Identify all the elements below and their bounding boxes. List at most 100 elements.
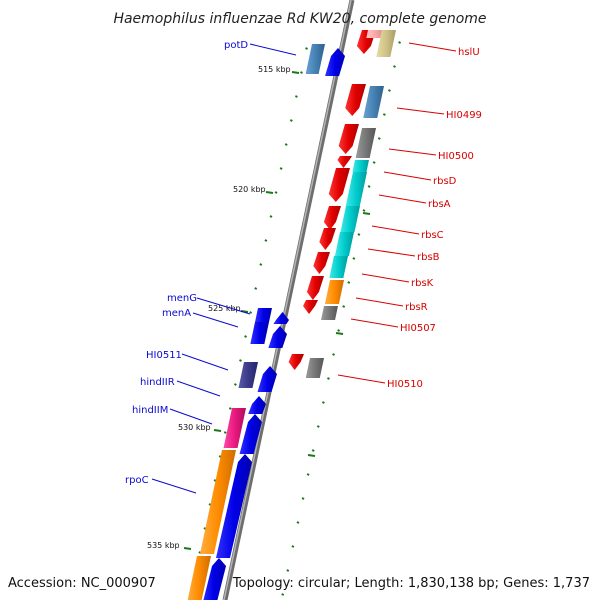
gene-label-rbsR[interactable]: rbsR [405, 302, 428, 313]
tick-mark [269, 215, 273, 218]
gene-rpoB-orange [187, 556, 211, 600]
gene-potD-steel [305, 44, 325, 74]
gene-HI0510 [288, 354, 304, 370]
tick-mark [264, 239, 268, 242]
tick-mark [279, 167, 283, 170]
leader-line [371, 225, 420, 235]
gene-label-menA[interactable]: menA [162, 308, 191, 319]
gene-label-HI0500[interactable]: HI0500 [438, 151, 474, 162]
kbp-label: 530 kbp [178, 423, 211, 432]
tick-mark [357, 233, 361, 236]
gene-HI0511 [238, 362, 258, 388]
tick-mark [332, 353, 335, 356]
gene-label-potD[interactable]: potD [224, 40, 248, 51]
gene-label-HI0510[interactable]: HI0510 [387, 379, 423, 390]
kbp-label: 535 kbp [147, 541, 180, 550]
gene-rpoB [203, 558, 226, 600]
tick-mark [372, 161, 376, 164]
gene-label-rbsA[interactable]: rbsA [428, 199, 451, 210]
kbp-label: 525 kbp [208, 304, 241, 313]
gene-label-rbsC[interactable]: rbsC [421, 230, 444, 241]
tick-mark [244, 335, 248, 338]
leader-line [361, 273, 410, 283]
tick-mark [316, 425, 320, 428]
major-tick-mark [265, 191, 274, 194]
tick-mark [393, 65, 396, 68]
major-tick-mark [335, 332, 344, 335]
leader-line [169, 408, 213, 425]
tick-mark [239, 359, 242, 362]
genome-backbone-highlight [223, 0, 352, 600]
gene-menA-arrow [268, 326, 287, 348]
gene-HI0500-red [338, 124, 359, 154]
leader-line [192, 312, 239, 328]
gene-rbsB [319, 228, 336, 250]
gene-label-rpoC[interactable]: rpoC [125, 475, 149, 486]
gene-HI0507-gray [321, 306, 338, 320]
gene-hindIIM-blue [239, 414, 262, 454]
gene-menA [250, 322, 269, 344]
tick-mark [301, 497, 305, 500]
gene-rbsA-cyan [345, 172, 367, 206]
gene-potD [325, 48, 345, 76]
leader-line [383, 171, 432, 181]
leader-line [408, 42, 457, 52]
tick-mark [362, 209, 366, 212]
gene-label-HI0507[interactable]: HI0507 [400, 323, 436, 334]
tick-mark [326, 377, 330, 380]
gene-rbsR-orange [324, 280, 344, 304]
gene-features [187, 30, 396, 600]
tick-mark [321, 401, 325, 404]
gene-label-hindIIR[interactable]: hindIIR [140, 377, 175, 388]
gene-HI0507 [303, 300, 318, 314]
tick-mark [259, 263, 263, 266]
gene-rbsK [313, 252, 330, 274]
tick-mark [254, 287, 258, 290]
tick-mark [342, 305, 346, 308]
leader-line [151, 478, 197, 494]
gene-HI0500 [355, 128, 376, 158]
leader-line [367, 248, 416, 257]
gene-label-rbsD[interactable]: rbsD [433, 176, 457, 187]
tick-mark [300, 71, 303, 74]
tick-mark [382, 113, 386, 116]
gene-hslV [376, 30, 396, 57]
leader-line [378, 194, 427, 204]
major-tick-mark [362, 212, 371, 215]
leader-line [196, 297, 251, 315]
gene-rbsD [337, 156, 352, 168]
tick-mark [284, 143, 288, 146]
label-leader-lines [151, 42, 457, 494]
gene-hslU-part [366, 30, 382, 38]
gene-label-HI0499[interactable]: HI0499 [446, 110, 482, 121]
gene-label-menG[interactable]: menG [167, 293, 197, 304]
gene-label-rbsB[interactable]: rbsB [417, 252, 440, 263]
tick-mark [305, 47, 308, 50]
gene-rpoC-orange [199, 450, 236, 554]
tick-mark [377, 137, 381, 140]
topology-text: Topology: circular; Length: 1,830,138 bp… [232, 576, 590, 591]
kbp-labels: 515 kbp 520 kbp 525 kbp 530 kbp 535 kbp [147, 65, 291, 550]
genome-backbone [222, 0, 355, 600]
tick-mark [398, 41, 402, 44]
gene-label-rbsK[interactable]: rbsK [411, 278, 434, 289]
gene-rbsK-cyan [329, 256, 348, 278]
kbp-label: 515 kbp [258, 65, 291, 74]
gene-label-hslU[interactable]: hslU [458, 47, 480, 58]
gene-hindIIR [257, 366, 277, 392]
leader-line [350, 318, 399, 328]
gene-label-hindIIM[interactable]: hindIIM [132, 405, 168, 416]
tick-mark [296, 521, 300, 524]
gene-label-HI0511[interactable]: HI0511 [146, 350, 182, 361]
tick-mark [223, 431, 227, 434]
tick-mark [367, 185, 371, 188]
major-tick-mark [307, 454, 316, 457]
leader-line [249, 43, 297, 56]
tick-mark [233, 383, 237, 386]
major-tick-mark [213, 429, 222, 432]
gene-menG [255, 308, 272, 322]
gene-HI0499-red [345, 84, 366, 116]
tick-mark [249, 311, 253, 314]
